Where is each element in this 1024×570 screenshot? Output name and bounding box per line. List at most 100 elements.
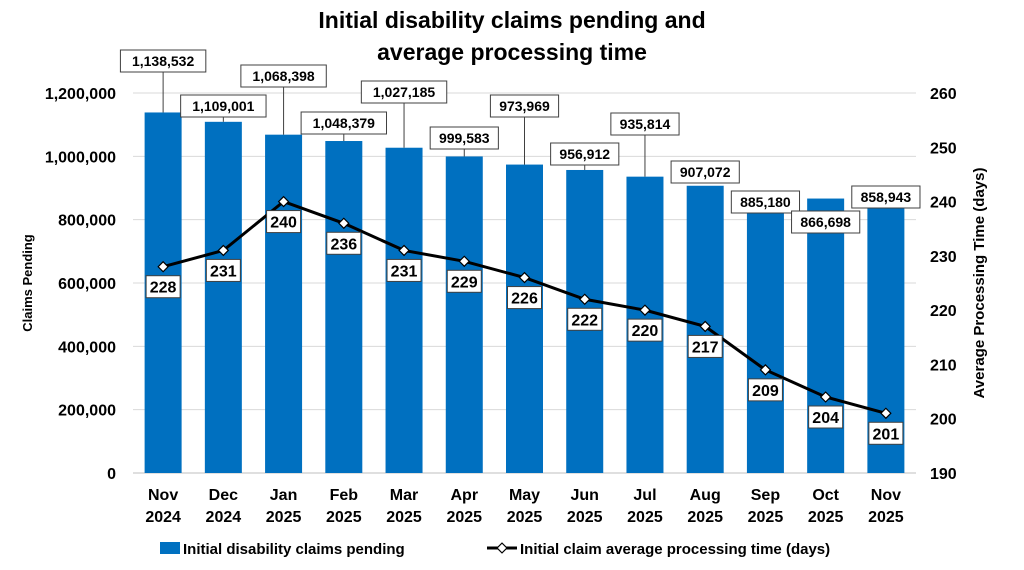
line-data-label: 217 <box>692 339 719 356</box>
y-tick-left: 0 <box>107 466 116 483</box>
bar <box>325 141 363 474</box>
x-tick-month: Nov <box>148 487 178 504</box>
x-tick-year: 2025 <box>326 509 362 526</box>
line-label-box <box>747 378 783 402</box>
x-tick-year: 2024 <box>206 509 242 526</box>
bar-label-box <box>119 49 207 73</box>
bar <box>506 164 543 473</box>
y-tick-left: 600,000 <box>58 276 116 293</box>
bar-label-box <box>670 160 740 184</box>
x-tick-year: 2025 <box>567 509 603 526</box>
line-data-label: 201 <box>873 426 900 443</box>
y-tick-right: 230 <box>930 249 957 266</box>
y-tick-left: 200,000 <box>58 403 116 420</box>
line-marker <box>157 260 169 273</box>
chart-title: Initial disability claims pending and <box>318 7 705 33</box>
x-tick-month: Nov <box>871 487 901 504</box>
y-tick-left: 800,000 <box>58 213 116 230</box>
line-label-box <box>627 318 663 342</box>
x-tick-year: 2025 <box>748 509 784 526</box>
bar-data-label: 885,180 <box>740 194 791 210</box>
bar <box>265 134 303 474</box>
bar-data-label: 1,068,398 <box>252 68 314 84</box>
bar-label-box <box>851 185 921 209</box>
line-label-box <box>205 258 241 282</box>
bar-label-box <box>791 210 861 234</box>
bar-label-box <box>730 190 801 214</box>
line-marker <box>277 195 290 208</box>
bar-data-label: 907,072 <box>680 164 731 180</box>
x-tick-year: 2025 <box>868 509 904 526</box>
bar-data-label: 1,109,001 <box>192 98 254 114</box>
line-label-box <box>507 286 542 310</box>
y-tick-right: 250 <box>930 140 957 157</box>
bar-data-label: 935,814 <box>620 116 671 132</box>
bar-label-box <box>429 126 499 150</box>
x-tick-month: Jun <box>571 487 599 504</box>
line-marker <box>338 217 350 230</box>
bar-label-box <box>610 112 680 136</box>
line-label-box <box>868 421 904 445</box>
line-marker <box>398 244 410 257</box>
line-marker <box>217 244 230 257</box>
bar-label-box <box>300 111 388 135</box>
line-label-box <box>808 405 844 429</box>
line-label-box <box>386 258 422 282</box>
bar-data-label: 999,583 <box>439 130 490 146</box>
y-tick-right: 210 <box>930 357 957 374</box>
line-label-box <box>266 210 302 234</box>
line-data-label: 231 <box>391 263 418 280</box>
bar <box>746 192 784 473</box>
bar-label-box <box>180 94 267 118</box>
bar-data-label: 1,027,185 <box>373 84 435 100</box>
chart-title: average processing time <box>377 39 647 65</box>
x-tick-month: Sep <box>751 487 781 504</box>
y-axis-left-title: Claims Pending <box>20 234 35 332</box>
y-axis-right-title: Average Processing Time (days) <box>971 168 988 399</box>
line-marker <box>639 304 651 316</box>
line-data-label: 204 <box>812 410 839 427</box>
line-label-box <box>687 334 723 358</box>
line-label-box <box>326 231 362 255</box>
line-data-label: 220 <box>632 323 659 340</box>
line-data-label: 228 <box>150 280 177 297</box>
x-tick-year: 2025 <box>507 509 543 526</box>
line-label-box <box>567 307 603 331</box>
line-data-label: 236 <box>330 236 357 253</box>
bar <box>445 156 483 473</box>
x-tick-year: 2025 <box>266 509 302 526</box>
line-marker <box>880 407 892 420</box>
line-data-label: 222 <box>571 312 598 329</box>
line-label-box <box>145 275 181 299</box>
y-tick-right: 260 <box>930 86 957 103</box>
x-tick-year: 2025 <box>386 509 422 526</box>
line-marker <box>458 255 471 268</box>
line-data-label: 209 <box>752 383 779 400</box>
y-tick-right: 240 <box>930 195 957 212</box>
bar-data-label: 973,969 <box>499 98 550 114</box>
line-marker <box>759 364 772 376</box>
x-tick-year: 2025 <box>446 509 482 526</box>
line-marker <box>578 293 591 306</box>
line-data-label: 240 <box>270 215 297 232</box>
bar-data-label: 956,912 <box>559 146 610 162</box>
x-tick-year: 2025 <box>627 509 663 526</box>
bar-data-label: 858,943 <box>861 189 912 205</box>
x-tick-month: Mar <box>390 487 418 504</box>
bar-label-box <box>240 64 327 88</box>
bar-label-box <box>360 80 448 104</box>
legend-label-line: Initial claim average processing time (d… <box>520 541 830 558</box>
x-tick-month: Aug <box>690 487 721 504</box>
line-marker <box>819 391 832 403</box>
y-tick-left: 400,000 <box>58 339 116 356</box>
legend-swatch-bars <box>160 542 180 554</box>
bar-data-label: 866,698 <box>800 214 851 230</box>
y-tick-right: 200 <box>930 412 957 429</box>
line-marker <box>699 320 711 333</box>
x-tick-year: 2025 <box>687 509 723 526</box>
x-tick-month: Jul <box>633 487 656 504</box>
y-tick-right: 190 <box>930 466 957 483</box>
x-tick-month: Dec <box>209 487 238 504</box>
bar <box>807 198 845 473</box>
